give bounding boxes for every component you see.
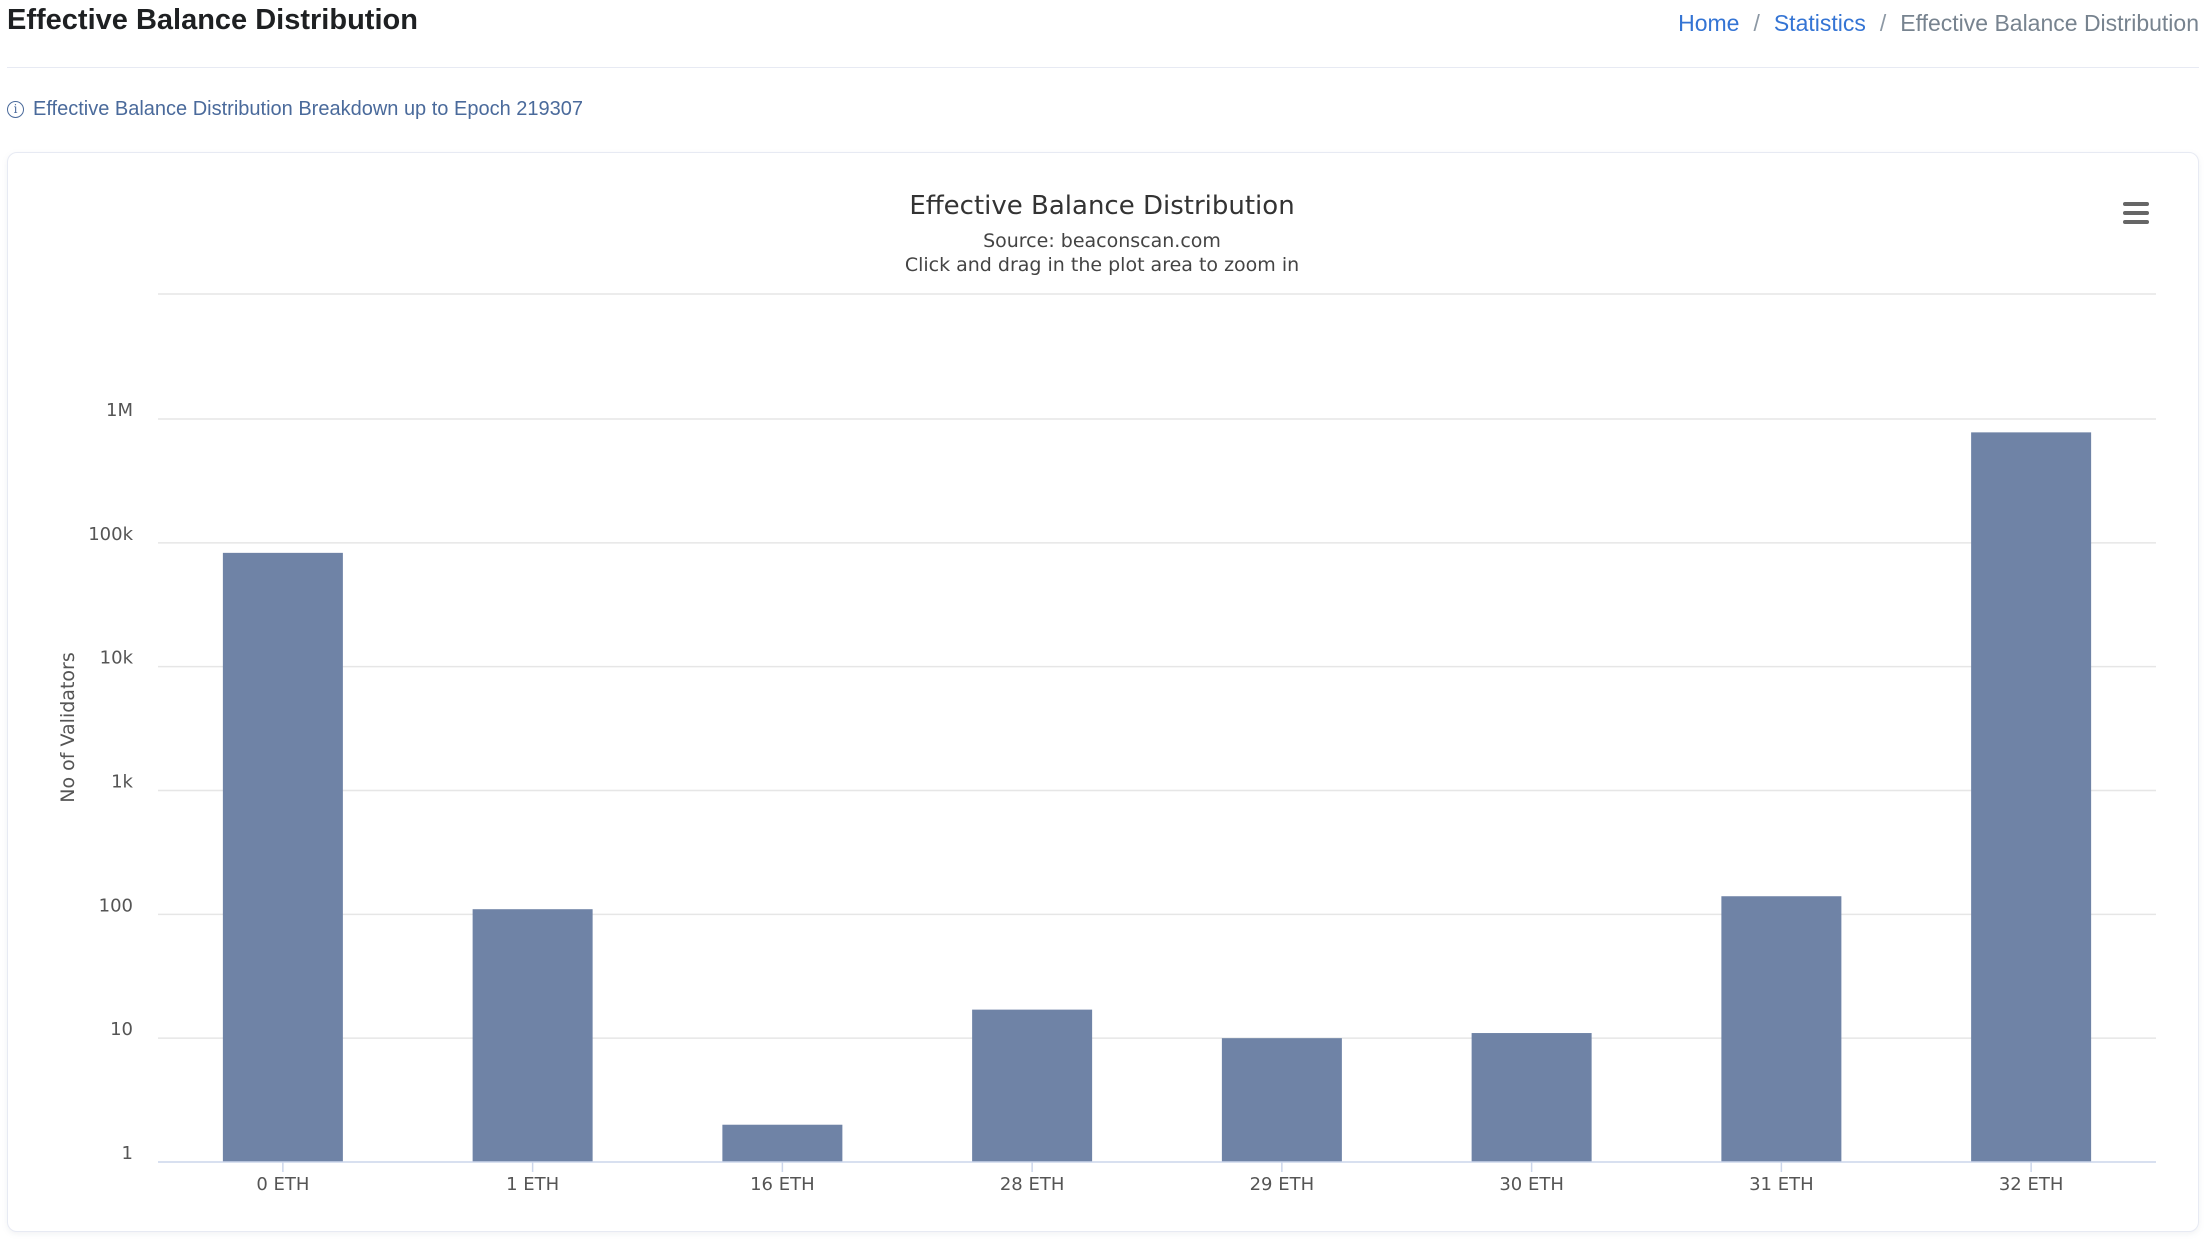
y-tick-label: 100k	[88, 524, 133, 545]
chart-menu-button[interactable]	[2114, 194, 2158, 232]
breadcrumb-current: Effective Balance Distribution	[1900, 10, 2199, 36]
chart-title: Effective Balance Distribution	[909, 191, 1294, 221]
bar	[1971, 432, 2092, 1162]
y-tick-label: 1k	[111, 772, 133, 793]
page-header: Effective Balance Distribution Home / St…	[7, 0, 2199, 68]
x-tick-label: 30 ETH	[1499, 1174, 1564, 1195]
x-tick-label: 32 ETH	[1999, 1174, 2064, 1195]
x-tick-label: 0 ETH	[256, 1174, 309, 1195]
x-tick-label: 16 ETH	[750, 1174, 815, 1195]
chart-labels: Effective Balance Distribution Source: be…	[57, 191, 2063, 1195]
axes	[158, 1161, 2156, 1172]
info-circle-icon: i	[7, 100, 24, 118]
y-tick-label: 100	[99, 895, 133, 916]
info-line: i Effective Balance Distribution Breakdo…	[7, 96, 583, 122]
chart-subtitle-hint: Click and drag in the plot area to zoom …	[905, 254, 1299, 276]
x-tick-label: 31 ETH	[1749, 1174, 1814, 1195]
y-tick-label: 10	[110, 1019, 133, 1040]
bar	[222, 552, 343, 1162]
y-tick-label: 10k	[100, 648, 134, 669]
y-tick-label: 1M	[106, 400, 133, 421]
y-tick-label: 1	[122, 1143, 133, 1164]
hamburger-menu-icon	[2123, 202, 2149, 206]
bar	[722, 1124, 843, 1162]
x-tick-label: 29 ETH	[1250, 1174, 1315, 1195]
x-tick-label: 1 ETH	[506, 1174, 559, 1195]
breadcrumb-statistics-link[interactable]: Statistics	[1773, 10, 1866, 36]
bar	[1221, 1038, 1342, 1162]
grid-lines	[158, 293, 2156, 1039]
x-tick-label: 28 ETH	[1000, 1174, 1065, 1195]
breadcrumb-home-link[interactable]: Home	[1678, 10, 1740, 36]
bar	[472, 909, 593, 1162]
bar	[1721, 896, 1842, 1162]
y-axis-title: No of Validators	[57, 652, 79, 802]
bar	[972, 1009, 1093, 1162]
info-text: Effective Balance Distribution Breakdown…	[33, 98, 583, 120]
breadcrumb-separator: /	[1879, 10, 1887, 36]
breadcrumb: Home / Statistics / Effective Balance Di…	[1678, 9, 2199, 37]
breadcrumb-separator: /	[1753, 10, 1760, 36]
chart-subtitle: Source: beaconscan.com	[983, 230, 1221, 252]
page-title: Effective Balance Distribution	[7, 4, 418, 36]
bar	[1471, 1033, 1592, 1162]
bar-series	[222, 432, 2092, 1162]
